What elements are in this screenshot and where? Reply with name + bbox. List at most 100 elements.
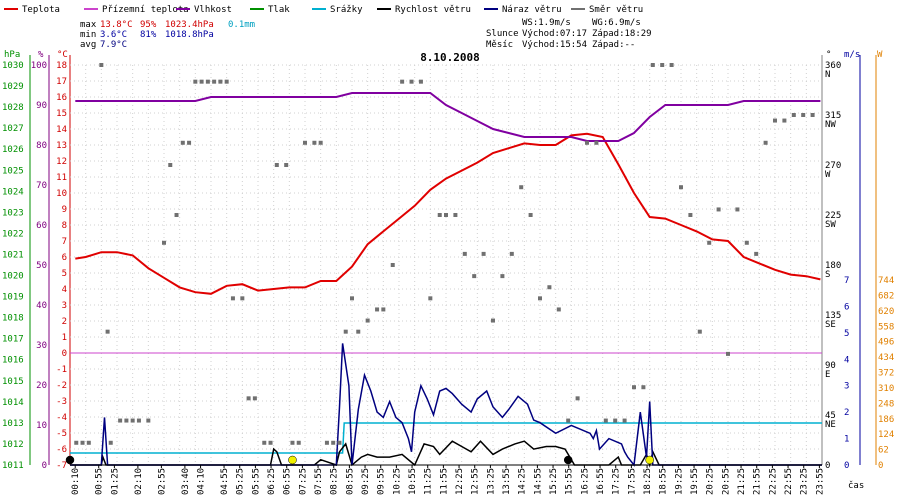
legend-label: Srážky xyxy=(330,5,363,15)
solar-tick-label: 496 xyxy=(878,338,894,348)
stat-moonrise: Východ:15:54 xyxy=(522,40,587,50)
moon-dot-marker xyxy=(65,455,75,465)
wind-direction-point xyxy=(528,213,533,217)
hpa-tick-label: 1030 xyxy=(2,61,24,71)
x-tick-label: 16:25 xyxy=(580,468,590,495)
x-tick-label: 01:25 xyxy=(110,468,120,495)
plot-area xyxy=(65,63,822,468)
wind-direction-point xyxy=(782,118,787,123)
solar-tick-label: 372 xyxy=(878,369,894,379)
wind-direction-point xyxy=(735,207,740,212)
wind-direction-point xyxy=(613,418,618,423)
wind-direction-point xyxy=(162,240,166,245)
stat-max-label: max xyxy=(80,20,97,30)
wind-tick-label: 5 xyxy=(844,329,849,339)
stat-max-hum: 95% xyxy=(140,20,157,30)
temp-tick-label: 1 xyxy=(62,333,67,343)
dir-tick-name: W xyxy=(825,170,831,180)
x-tick-label: 05:55 xyxy=(251,468,261,495)
x-tick-label: 13:55 xyxy=(502,468,512,495)
stat-wg: WG:6.9m/s xyxy=(592,18,641,28)
wind-direction-point xyxy=(199,79,204,84)
wind-direction-point xyxy=(519,185,524,190)
wind-direction-point xyxy=(284,163,289,167)
wind-direction-point xyxy=(801,113,806,117)
wind-direction-point xyxy=(418,79,423,84)
wind-direction-point xyxy=(472,274,477,279)
solar-tick-label: 682 xyxy=(878,291,894,301)
wind-direction-point xyxy=(324,440,329,445)
wind-direction-point xyxy=(707,240,712,245)
series-line-sr-ky xyxy=(70,422,822,454)
hpa-tick-label: 1015 xyxy=(2,377,24,387)
stat-sunrise: Východ:07:17 xyxy=(522,29,587,39)
x-tick-label: 00:55 xyxy=(95,468,105,495)
x-tick-label: 00:10 xyxy=(71,468,81,495)
wind-tick-label: 7 xyxy=(844,276,849,286)
sun-dot-marker xyxy=(288,455,297,465)
wind-direction-point xyxy=(108,440,113,445)
wind-direction-point xyxy=(547,285,552,290)
wind-direction-point xyxy=(444,213,448,217)
hpa-tick-label: 1024 xyxy=(2,187,24,197)
solar-tick-label: 558 xyxy=(878,322,894,332)
x-axis: 00:10 00:55 01:25 02:10 02:55 03:40 04:10 04:55… xyxy=(70,464,825,495)
wind-direction-point xyxy=(744,240,749,245)
wind-direction-point xyxy=(303,140,307,145)
sun-dot-marker xyxy=(645,455,654,465)
series-line-teplota xyxy=(75,132,821,295)
x-tick-label: 07:25 xyxy=(298,468,308,495)
x-tick-label: 09:25 xyxy=(361,468,371,495)
legend-label: Směr větru xyxy=(589,5,643,15)
x-tick-label: 22:25 xyxy=(768,468,778,495)
wind-direction-point xyxy=(381,307,386,312)
wind-direction-point xyxy=(641,385,646,390)
wind-direction-point xyxy=(290,440,295,445)
dir-tick-label: 270 xyxy=(825,161,841,171)
legend-label: Náraz větru xyxy=(502,5,562,15)
solar-tick-label: 248 xyxy=(878,399,894,409)
temp-tick-label: 9 xyxy=(62,205,67,215)
x-tick-label: 21:25 xyxy=(737,468,747,495)
wind-direction-point xyxy=(716,207,721,212)
x-tick-label: 17:55 xyxy=(627,468,637,495)
pct-tick-label: 20 xyxy=(36,381,47,391)
stat-min-press: 1018.8hPa xyxy=(165,30,214,40)
wind-direction-point xyxy=(462,251,467,256)
x-tick-label: 22:55 xyxy=(784,468,794,495)
x-tick-label: 04:10 xyxy=(197,468,207,495)
dir-tick-label: 225 xyxy=(825,211,841,221)
hpa-tick-label: 1012 xyxy=(2,440,24,450)
temp-tick-label: -6 xyxy=(56,445,67,455)
wind-direction-point xyxy=(688,213,693,217)
wind-direction-point xyxy=(575,396,580,401)
legend-label: Přízemní teplota xyxy=(102,5,189,15)
stat-precip: 0.1mm xyxy=(228,20,255,30)
x-tick-label: 16:55 xyxy=(596,468,606,495)
x-tick-label: 19:25 xyxy=(674,468,684,495)
x-tick-label: 09:55 xyxy=(377,468,387,495)
pct-tick-label: 40 xyxy=(36,301,47,311)
stat-ws: WS:1.9m/s xyxy=(522,18,571,28)
stat-max-press: 1023.4hPa xyxy=(165,20,214,30)
wind-tick-label: 0 xyxy=(844,461,849,471)
axis-unit-degc: °C xyxy=(57,50,68,60)
temp-tick-label: -3 xyxy=(56,397,67,407)
pct-tick-label: 0 xyxy=(42,461,47,471)
hpa-tick-label: 1013 xyxy=(2,419,24,429)
wind-direction-point xyxy=(136,418,141,423)
temp-tick-label: 18 xyxy=(56,61,67,71)
wind-direction-point xyxy=(763,140,768,145)
axis-unit-w: W xyxy=(877,50,883,60)
stat-min-temp: 3.6°C xyxy=(100,30,127,40)
hpa-tick-label: 1014 xyxy=(2,398,24,408)
wind-direction-point xyxy=(224,79,229,84)
hpa-tick-label: 1017 xyxy=(2,335,24,345)
solar-tick-label: 310 xyxy=(878,384,894,394)
grid xyxy=(70,64,822,466)
hpa-tick-label: 1016 xyxy=(2,356,24,366)
x-tick-label: 20:55 xyxy=(721,468,731,495)
stat-avg-temp: 7.9°C xyxy=(100,40,127,50)
wind-tick-label: 3 xyxy=(844,382,849,392)
